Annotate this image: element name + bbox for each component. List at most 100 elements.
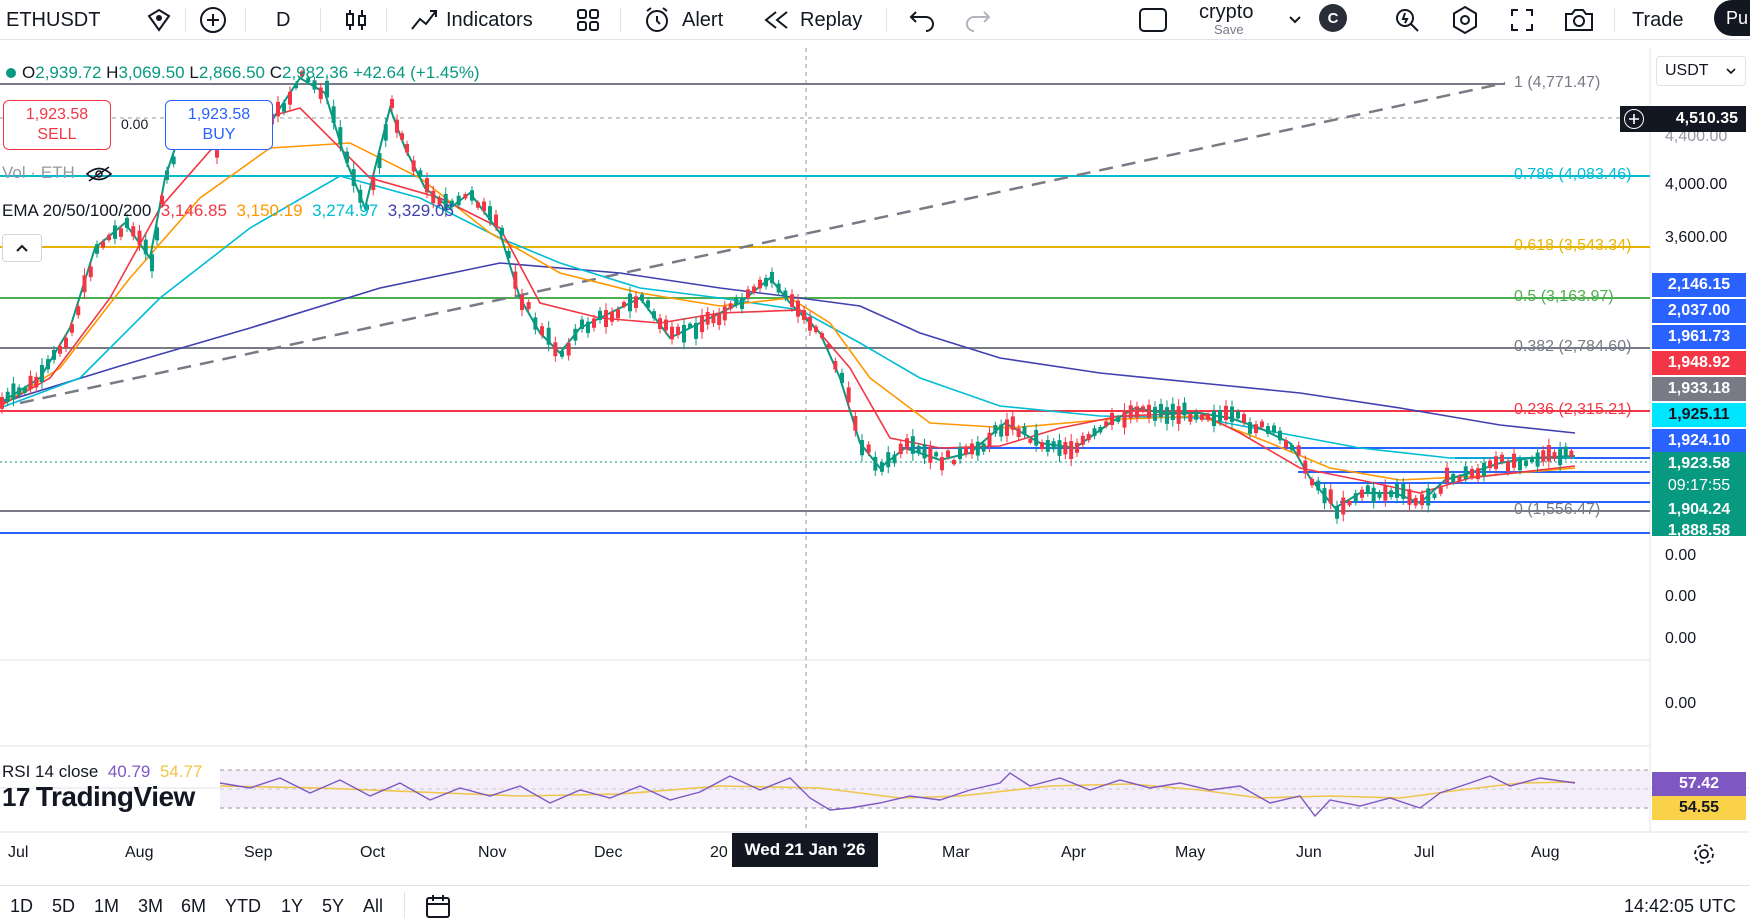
ema-legend[interactable]: EMA 20/50/100/200 3,146.85 3,150.19 3,27…	[2, 201, 454, 221]
candle-body	[1413, 497, 1418, 506]
compare-plus-icon[interactable]	[199, 0, 227, 40]
candle-body	[1420, 494, 1424, 506]
rsi-legend[interactable]: RSI 14 close 40.79 54.77	[2, 762, 202, 782]
symbol-search[interactable]: ETHUSDT	[6, 0, 100, 40]
fib-label-0: 0 (1,556.47)	[1514, 501, 1601, 518]
candle-body	[580, 319, 584, 329]
sell-price: 1,923.58	[25, 106, 89, 123]
candle-body	[1254, 424, 1258, 434]
candle-body	[770, 271, 774, 284]
candle-body	[331, 106, 336, 123]
volume-legend[interactable]: Vol · ETH	[2, 163, 113, 183]
candle-body	[395, 119, 399, 133]
candle-body	[533, 317, 538, 330]
redo-icon[interactable]	[964, 0, 992, 40]
candle-body	[1242, 414, 1246, 423]
candle-body	[5, 391, 10, 402]
candles-icon[interactable]	[343, 0, 369, 40]
chart-area[interactable]: O2,939.72 H3,069.50 L2,866.50 C2,982.36 …	[0, 48, 1750, 923]
candle-body	[610, 311, 614, 322]
rsi-tag: 57.42	[1652, 772, 1746, 796]
rewind-icon	[764, 11, 788, 29]
candle-body	[820, 333, 824, 339]
fullscreen-icon[interactable]	[1509, 0, 1535, 40]
save-label[interactable]: Save	[1214, 22, 1244, 37]
tradingview-logo[interactable]: 17 TradingView	[2, 781, 195, 813]
range-6m[interactable]: 6M	[181, 896, 207, 916]
replay-button[interactable]: Replay	[762, 0, 862, 40]
high-label: H	[106, 63, 119, 82]
candle-body	[1057, 440, 1062, 456]
candle-body	[526, 302, 531, 310]
chevron-down-icon[interactable]	[1287, 0, 1303, 40]
range-1y[interactable]: 1Y	[281, 896, 304, 916]
candle-body	[1022, 426, 1027, 435]
quick-search-icon[interactable]	[1393, 0, 1421, 40]
range-ytd[interactable]: YTD	[225, 896, 261, 916]
price-tag: 1,961.73	[1652, 325, 1746, 349]
candle-body	[125, 217, 129, 229]
interval-button[interactable]: D	[276, 0, 290, 40]
candle-body	[1165, 407, 1169, 424]
eye-crossed-icon[interactable]	[85, 165, 113, 183]
candle-body	[1365, 485, 1370, 494]
candle-body	[377, 153, 382, 168]
candle-body	[905, 438, 909, 450]
candle-body	[1316, 480, 1321, 491]
settings-icon[interactable]	[1450, 0, 1480, 40]
calendar-icon[interactable]	[424, 892, 452, 923]
range-1d[interactable]: 1D	[10, 896, 34, 916]
candle-body	[1206, 414, 1210, 420]
candle-body	[22, 387, 27, 393]
candle-body	[993, 425, 998, 434]
add-alert-plus-icon[interactable]	[1624, 109, 1644, 129]
price-chart[interactable]	[0, 48, 1750, 923]
candle-body	[500, 227, 504, 236]
candle-body	[418, 170, 423, 177]
candle-body	[922, 444, 927, 459]
divider	[620, 8, 621, 32]
trade-button[interactable]: Trade	[1632, 0, 1684, 40]
layout-name[interactable]: crypto	[1199, 0, 1253, 32]
layout-square-icon[interactable]	[1138, 0, 1168, 40]
collapse-legend-button[interactable]	[2, 234, 42, 262]
candle-body	[1353, 493, 1358, 502]
publish-button[interactable]: Pu	[1714, 0, 1750, 36]
change-value: +42.64 (+1.45%)	[352, 63, 480, 82]
indicators-button[interactable]: Indicators	[410, 0, 533, 40]
candle-body	[64, 337, 68, 348]
volume-axis-tick: 0.00	[1665, 630, 1697, 647]
candle-body	[1494, 456, 1498, 469]
ohlc-legend[interactable]: O2,939.72 H3,069.50 L2,866.50 C2,982.36 …	[0, 63, 480, 83]
range-3m[interactable]: 3M	[138, 896, 164, 916]
buy-button[interactable]: 1,923.58 BUY	[165, 100, 273, 150]
candle-body	[670, 326, 674, 340]
templates-icon[interactable]	[575, 0, 601, 40]
range-all[interactable]: All	[363, 896, 384, 916]
candle-body	[450, 200, 454, 207]
bottom-toolbar: 1D 5D 1M 3M 6M YTD 1Y 5Y All 14:42:05 UT…	[0, 885, 1750, 923]
utc-clock[interactable]: 14:42:05 UTC	[1623, 896, 1736, 916]
range-5d[interactable]: 5D	[52, 896, 76, 916]
low-value: 2,866.50	[198, 63, 266, 82]
range-5y[interactable]: 5Y	[322, 896, 345, 916]
undo-icon[interactable]	[908, 0, 936, 40]
candle-body	[1463, 466, 1468, 479]
candle-body	[802, 310, 806, 320]
candle-body	[728, 303, 733, 310]
candle-body	[101, 241, 105, 248]
sell-button[interactable]: 1,923.58 SELL	[3, 100, 111, 150]
currency-select[interactable]: USDT	[1656, 56, 1746, 86]
candle-body	[764, 277, 768, 287]
axis-settings-gear-icon[interactable]	[1692, 842, 1716, 871]
candle-body	[1116, 416, 1121, 422]
candle-body	[1170, 403, 1175, 421]
range-1m[interactable]: 1M	[94, 896, 120, 916]
trade-label: Trade	[1632, 8, 1684, 31]
watch-icon[interactable]	[146, 0, 172, 40]
candle-body	[1438, 487, 1443, 494]
camera-icon[interactable]	[1563, 0, 1595, 40]
alert-button[interactable]: Alert	[642, 0, 723, 40]
avatar[interactable]: C	[1319, 4, 1347, 32]
candle-body	[1488, 460, 1492, 469]
